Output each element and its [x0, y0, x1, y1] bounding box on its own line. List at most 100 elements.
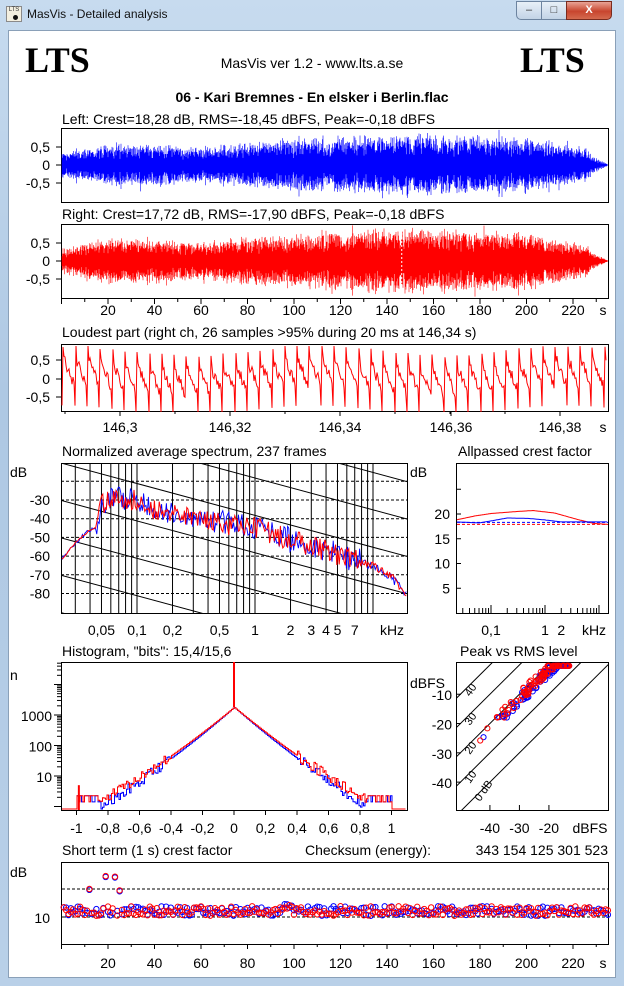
peak-rms-point — [493, 714, 501, 721]
left-ytick-label: 0 — [42, 157, 50, 173]
allpass-ylabel: dB — [410, 464, 427, 480]
short-term-time-axis-tick-label: 160 — [422, 955, 446, 971]
spectrum-ytick-label: -50 — [30, 529, 50, 545]
short-term-point — [553, 904, 560, 911]
loudest-ytick-label: 0,5 — [31, 352, 51, 368]
short-term-point — [204, 905, 212, 912]
spectrum-slope-line — [61, 537, 342, 613]
peak-rms-point — [477, 737, 484, 744]
peak-rms-point — [538, 672, 546, 679]
logo-left: LTS — [25, 40, 90, 80]
short-term-time-axis-tick-label: 200 — [515, 955, 539, 971]
short-term-point — [255, 909, 263, 916]
peak-rms-ytick-label: -20 — [432, 717, 452, 733]
time-axis-tick-label: 100 — [282, 302, 306, 318]
spectrum-ytick-label: -30 — [30, 492, 50, 508]
short-term-point — [362, 904, 370, 911]
short-term-point — [200, 905, 207, 912]
peak-rms-point — [537, 668, 544, 675]
histogram-xtick-label: 0,8 — [350, 820, 370, 836]
track-title: 06 - Kari Bremnes - En elsker i Berlin.f… — [175, 89, 448, 105]
peak-rms-ytick-label: -10 — [432, 687, 452, 703]
short-term-point — [520, 911, 528, 918]
peak-rms-xunit: dBFS — [572, 820, 607, 836]
short-term-point — [514, 911, 521, 918]
short-term-point — [604, 907, 612, 914]
left-caption: Left: Crest=18,28 dB, RMS=-18,45 dBFS, P… — [62, 111, 435, 127]
short-term-point — [109, 905, 116, 912]
short-term-point — [367, 903, 374, 910]
short-term-point — [79, 906, 86, 913]
app-icon[interactable]: LTS — [6, 6, 22, 22]
minimize-button[interactable]: – — [516, 1, 542, 20]
short-term-point — [123, 910, 130, 917]
short-term-point — [462, 906, 470, 913]
crest-line — [456, 662, 553, 758]
loudest-box — [61, 344, 609, 412]
spectrum-xtick-label: 0,1 — [127, 622, 147, 638]
minimize-icon: – — [525, 4, 533, 16]
short-term-point — [488, 903, 495, 910]
time-axis-tick-label: 140 — [375, 302, 399, 318]
short-term-point — [142, 906, 149, 913]
allpass-ytick-label: 5 — [442, 580, 450, 596]
peak-rms-point — [535, 677, 542, 684]
short-term-point — [228, 903, 235, 910]
histogram-left-line — [62, 707, 406, 810]
histogram-xtick-label: 0,6 — [319, 820, 339, 836]
short-term-point — [114, 912, 121, 919]
loudest-xtick-label: 146,38 — [539, 419, 582, 435]
crest-line — [461, 664, 608, 810]
crest-line-label: 0 dB — [473, 778, 496, 803]
checksum-value: 343 154 125 301 523 — [476, 842, 609, 858]
short-term-time-axis-tick-label: 20 — [100, 955, 116, 971]
spectrum-caption: Normalized average spectrum, 237 frames — [62, 443, 327, 459]
short-term-point — [116, 887, 123, 894]
right-ytick-label: 0 — [42, 253, 50, 269]
short-term-point — [486, 909, 493, 916]
histogram-xtick-label: -0,8 — [96, 820, 120, 836]
short-term-point — [151, 911, 158, 918]
crest-line-label: 40 — [463, 682, 480, 699]
short-term-time-axis-unit: s — [600, 955, 607, 971]
short-term-point — [202, 911, 209, 919]
peak-rms-point — [538, 677, 545, 684]
short-term-point — [448, 906, 456, 913]
short-term-points — [60, 872, 612, 919]
spectrum-xtick-label: 4 — [322, 622, 330, 638]
version-text: MasVis ver 1.2 - www.lts.a.se — [221, 55, 404, 71]
spectrum-ytick-label: -80 — [30, 586, 50, 602]
histogram-xtick-label: 1 — [388, 820, 396, 836]
title-bar[interactable]: LTS MasVis - Detailed analysis – □ X — [0, 0, 624, 29]
allpass-box — [456, 463, 609, 614]
left-waveform-box — [61, 128, 609, 203]
peak-rms-point — [540, 673, 547, 680]
short-term-point — [483, 908, 491, 916]
short-term-point — [153, 904, 161, 912]
short-term-point — [248, 903, 256, 910]
histogram-xtick-label: -0,6 — [127, 820, 151, 836]
spectrum-xtick-label: 7 — [351, 622, 359, 638]
short-term-point — [465, 906, 472, 913]
short-term-point — [388, 903, 395, 911]
short-term-point — [437, 903, 444, 910]
loudest-ytick-label: 0 — [42, 371, 50, 387]
short-term-point — [274, 910, 281, 917]
spectrum-xunit: kHz — [380, 622, 404, 638]
loudest-waveform — [61, 345, 607, 413]
histogram-xtick-label: -0,2 — [190, 820, 214, 836]
peak-rms-point — [527, 677, 534, 684]
peak-rms-point — [549, 666, 556, 673]
short-term-point — [339, 907, 347, 915]
spectrum-slope-line — [197, 463, 407, 520]
short-term-point — [225, 910, 233, 917]
close-button[interactable]: X — [566, 1, 612, 20]
short-term-point — [407, 905, 414, 912]
loudest-xtick-label: 146,3 — [102, 419, 137, 435]
short-term-point — [427, 904, 435, 911]
short-term-time-axis-tick-label: 60 — [193, 955, 209, 971]
peak-rms-ytick-label: -40 — [432, 775, 452, 791]
loudest-xtick-label: 146,34 — [319, 419, 362, 435]
spectrum-xtick-label: 5 — [334, 622, 342, 638]
loudest-xtick-label: 146,32 — [209, 419, 252, 435]
